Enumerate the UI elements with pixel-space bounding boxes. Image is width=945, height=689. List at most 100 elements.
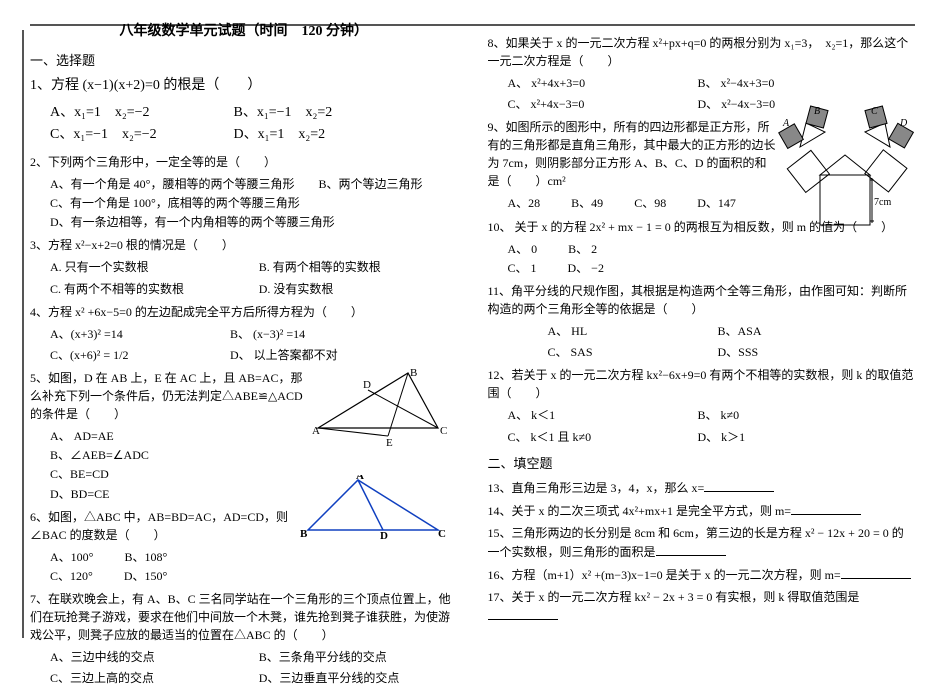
q9-pythagoras-diagram: A B C D 7cm — [770, 105, 920, 235]
q9-label-d: D — [899, 118, 908, 129]
q5-triangle-diagram: A B C D E — [308, 368, 448, 448]
question-11: 11、角平分线的尺规作图，其根据是构造两个全等三角形，由作图可知：判断所构造的两… — [488, 282, 916, 318]
exam-title: 八年级数学单元试题（时间 120 分钟） — [30, 20, 458, 40]
q1-opt-c: C、x₁=−1 x₂=−2 — [50, 124, 230, 146]
q9-label-b: B — [814, 106, 820, 117]
q7-opt-a: A、三边中线的交点 — [50, 648, 249, 667]
q10-opt-a: A、 0 — [508, 240, 538, 259]
page-left-rule — [22, 30, 24, 638]
q8-opt-b: B、 x²−4x+3=0 — [698, 74, 878, 93]
q11-opt-c: C、 SAS — [548, 343, 708, 362]
q16-blank — [841, 565, 911, 579]
q12-opt-b: B、 k≠0 — [698, 406, 878, 425]
q7-opt-b: B、三条角平分线的交点 — [259, 648, 458, 667]
question-4: 4、方程 x² +6x−5=0 的左边配成完全平方后所得方程为（ ） — [30, 303, 458, 321]
question-12: 12、若关于 x 的一元二次方程 kx²−6x+9=0 有两个不相等的实数根，则… — [488, 366, 916, 402]
question-16: 16、方程（m+1）x² +(m−3)x−1=0 是关于 x 的一元二次方程，则… — [488, 565, 916, 584]
q15-blank — [656, 542, 726, 556]
q5-opt-b: B、∠AEB=∠ADC — [50, 446, 458, 465]
section-1-heading: 一、选择题 — [30, 50, 458, 69]
q9-opt-b: B、49 — [571, 194, 603, 213]
question-13: 13、直角三角形三边是 3，4，x，那么 x= — [488, 478, 916, 497]
q17-blank — [488, 606, 558, 620]
q10-opt-d: D、 −2 — [568, 259, 604, 278]
question-12-options: A、 k＜1 B、 k≠0 C、 k＜1 且 k≠0 D、 k＞1 — [508, 406, 916, 446]
q13-text: 13、直角三角形三边是 3，4，x，那么 x= — [488, 481, 705, 495]
q12-opt-c: C、 k＜1 且 k≠0 — [508, 428, 688, 447]
question-6-options: A、100° B、108° C、120° D、150° — [50, 548, 310, 586]
q5-label-c: C — [440, 425, 447, 437]
right-column: 8、如果关于 x 的一元二次方程 x²+px+q=0 的两根分别为 x₁=3， … — [488, 20, 916, 648]
q5-label-e: E — [386, 437, 393, 448]
question-10-options: A、 0 B、 2 C、 1 D、 −2 — [508, 240, 916, 278]
q12-opt-a: A、 k＜1 — [508, 406, 688, 425]
q12-opt-d: D、 k＞1 — [698, 428, 878, 447]
q6-label-c: C — [438, 528, 446, 540]
q2-opt-c: C、有一个角是 100°，底相等的两个等腰三角形 — [50, 194, 458, 213]
q11-opt-a: A、 HL — [548, 322, 708, 341]
q8-opt-c: C、 x²+4x−3=0 — [508, 95, 688, 114]
question-15: 15、三角形两边的长分别是 8cm 和 6cm，第三边的长是方程 x² − 12… — [488, 524, 916, 561]
q17-text: 17、关于 x 的一元二次方程 kx² − 2x + 3 = 0 有实根，则 k… — [488, 590, 860, 604]
question-7-options: A、三边中线的交点 B、三条角平分线的交点 C、三边上高的交点 D、三边垂直平分… — [50, 648, 458, 688]
q7-opt-c: C、三边上高的交点 — [50, 669, 249, 688]
q14-text: 14、关于 x 的二次三项式 4x²+mx+1 是完全平方式，则 m= — [488, 504, 792, 518]
question-4-options: A、(x+3)² =14 B、 (x−3)² =14 C、(x+6)² = 1/… — [50, 325, 458, 365]
question-8: 8、如果关于 x 的一元二次方程 x²+px+q=0 的两根分别为 x₁=3， … — [488, 34, 916, 70]
q6-label-d: D — [380, 530, 388, 540]
q4-opt-c: C、(x+6)² = 1/2 — [50, 346, 220, 365]
q16-text: 16、方程（m+1）x² +(m−3)x−1=0 是关于 x 的一元二次方程，则… — [488, 568, 841, 582]
q10-opt-c: C、 1 — [508, 259, 537, 278]
question-11-options: A、 HL B、ASA C、 SAS D、SSS — [548, 322, 916, 362]
q6-opt-c: C、120° — [50, 567, 93, 586]
section-2-heading: 二、填空题 — [488, 453, 916, 472]
q9-opt-c: C、98 — [634, 194, 666, 213]
q3-opt-b: B. 有两个相等的实数根 — [259, 258, 458, 277]
q1-opt-d: D、x₁=1 x₂=2 — [234, 124, 414, 146]
q2-opt-a: A、有一个角是 40°，腰相等的两个等腰三角形 — [50, 177, 294, 191]
q6-triangle-diagram: A B D C — [298, 475, 448, 540]
q2-opt-d: D、有一条边相等，有一个内角相等的两个等腰三角形 — [50, 213, 458, 232]
question-1-options: A、x₁=1 x₂=−2 B、x₁=−1 x₂=2 C、x₁=−1 x₂=−2 … — [50, 102, 458, 147]
q9-opt-a: A、28 — [508, 194, 541, 213]
q9-label-len: 7cm — [874, 197, 891, 208]
q9-opt-d: D、147 — [697, 194, 736, 213]
question-2: 2、下列两个三角形中，一定全等的是（ ） — [30, 153, 458, 171]
q3-opt-d: D. 没有实数根 — [259, 280, 458, 299]
q4-opt-b: B、 (x−3)² =14 — [230, 325, 400, 344]
question-7: 7、在联欢晚会上，有 A、B、C 三名同学站在一个三角形的三个顶点位置上，他们在… — [30, 590, 458, 644]
q5-label-d: D — [363, 379, 371, 391]
question-14: 14、关于 x 的二次三项式 4x²+mx+1 是完全平方式，则 m= — [488, 501, 916, 520]
q14-blank — [791, 501, 861, 515]
q8-opt-a: A、 x²+4x+3=0 — [508, 74, 688, 93]
question-6: 6、如图，△ABC 中，AB=BD=AC，AD=CD，则∠BAC 的度数是（ ） — [30, 508, 310, 544]
question-17: 17、关于 x 的一元二次方程 kx² − 2x + 3 = 0 有实根，则 k… — [488, 588, 916, 625]
q6-opt-a: A、100° — [50, 548, 93, 567]
q2-opt-b: B、两个等边三角形 — [318, 177, 422, 191]
question-3-options: A. 只有一个实数根 B. 有两个相等的实数根 C. 有两个不相等的实数根 D.… — [50, 258, 458, 298]
q5-label-a: A — [312, 425, 320, 437]
q1-opt-b: B、x₁=−1 x₂=2 — [234, 102, 414, 124]
q1-opt-a: A、x₁=1 x₂=−2 — [50, 102, 230, 124]
q6-label-b: B — [300, 528, 308, 540]
question-9: 9、如图所示的图形中，所有的四边形都是正方形，所有的三角形都是直角三角形，其中最… — [488, 118, 778, 190]
q5-label-b: B — [410, 368, 417, 379]
question-2-options: A、有一个角是 40°，腰相等的两个等腰三角形 B、两个等边三角形 C、有一个角… — [50, 175, 458, 233]
q9-label-c: C — [871, 106, 878, 117]
q6-opt-d: D、150° — [124, 567, 167, 586]
q4-opt-a: A、(x+3)² =14 — [50, 325, 220, 344]
q3-opt-a: A. 只有一个实数根 — [50, 258, 249, 277]
question-1: 1、方程 (x−1)(x+2)=0 的根是（ ） — [30, 75, 458, 96]
question-3: 3、方程 x²−x+2=0 根的情况是（ ） — [30, 236, 458, 254]
q13-blank — [704, 478, 774, 492]
q6-label-a: A — [356, 475, 364, 482]
left-column: 八年级数学单元试题（时间 120 分钟） 一、选择题 1、方程 (x−1)(x+… — [30, 20, 458, 648]
q4-opt-d: D、 以上答案都不对 — [230, 346, 400, 365]
q10-opt-b: B、 2 — [568, 240, 597, 259]
q9-label-a: A — [782, 118, 790, 129]
q7-opt-d: D、三边垂直平分线的交点 — [259, 669, 458, 688]
question-5: 5、如图，D 在 AB 上，E 在 AC 上，且 AB=AC，那么补充下列一个条… — [30, 369, 310, 423]
page-wrapper: 八年级数学单元试题（时间 120 分钟） 一、选择题 1、方程 (x−1)(x+… — [30, 20, 915, 648]
q11-opt-b: B、ASA — [718, 322, 878, 341]
q11-opt-d: D、SSS — [718, 343, 878, 362]
